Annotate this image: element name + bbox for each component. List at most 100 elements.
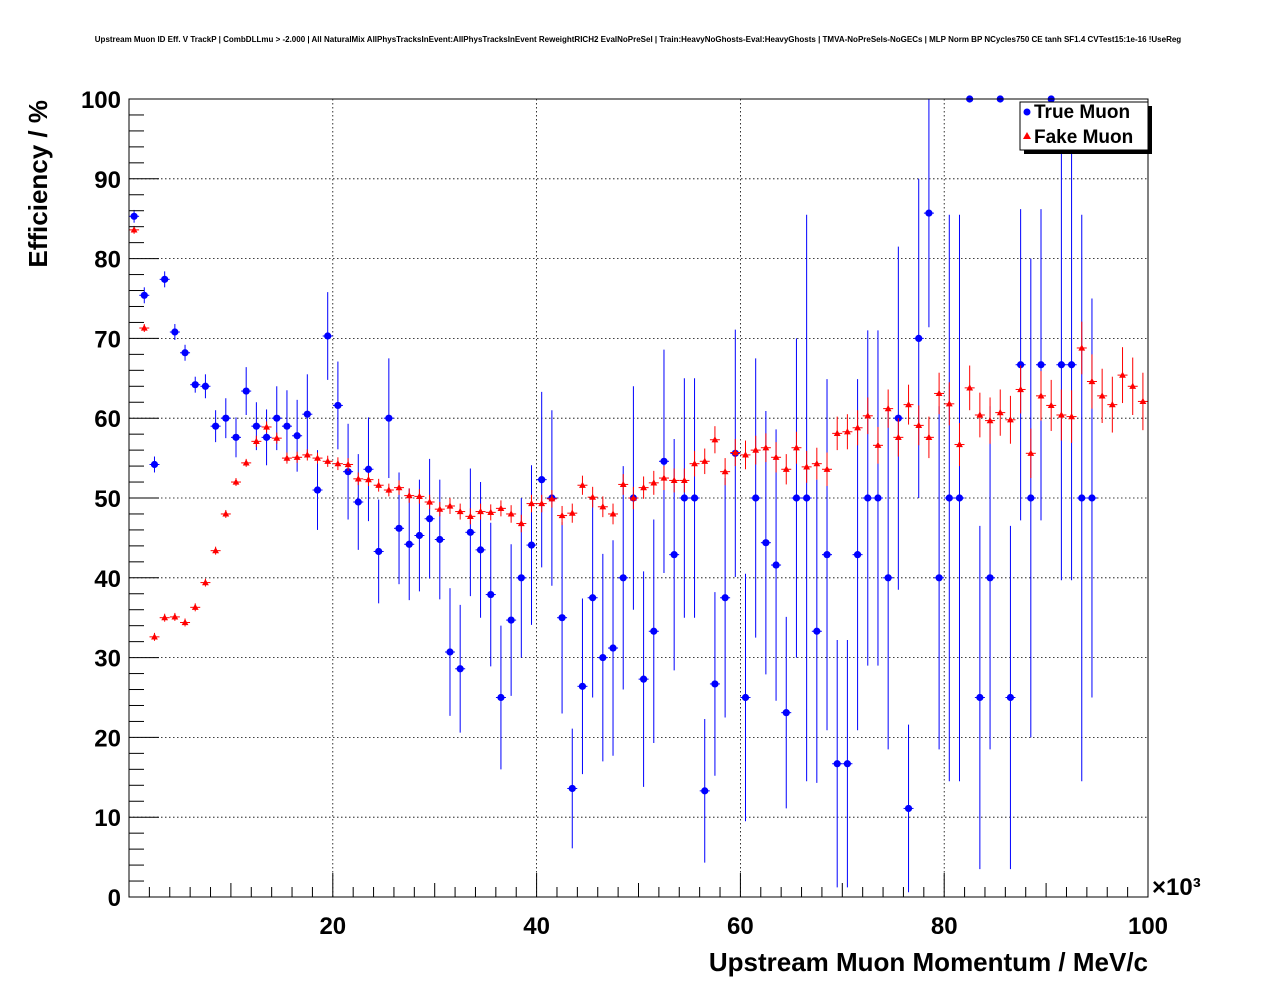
true-muon-point-87 [1017, 361, 1025, 369]
fake-muon-point-62 [762, 444, 770, 451]
true-muon-point-43 [568, 784, 576, 793]
fake-muon-point-63 [772, 453, 780, 460]
fake-muon-point-94 [1088, 377, 1096, 385]
true-muon-point-34 [476, 546, 485, 554]
fake-muon-point-57 [711, 436, 719, 443]
fake-muon-point-11 [242, 459, 250, 466]
true-muon-point-8 [212, 422, 220, 430]
fake-muon-point-7 [202, 578, 209, 586]
true-muon-point-50 [639, 675, 648, 683]
fake-muon-point-22 [354, 475, 362, 482]
y-tick-label-0: 0 [108, 885, 121, 912]
true-muon-point-12 [252, 422, 260, 430]
fake-muon-point-93 [1078, 344, 1086, 351]
fake-muon-point-44 [579, 481, 586, 488]
fake-muon-point-97 [1119, 371, 1126, 378]
true-muon-point-45 [589, 594, 597, 602]
true-muon-point-28 [415, 531, 424, 540]
fake-muon-point-68 [823, 465, 831, 472]
fake-muon-point-67 [813, 460, 821, 467]
fake-muon-point-86 [1007, 416, 1014, 423]
true-muon-point-16 [293, 432, 301, 440]
true-muon-point-22 [354, 498, 362, 506]
true-muon-point-88 [1027, 494, 1035, 502]
true-muon-point-74 [884, 574, 892, 582]
fake-muon-point-27 [405, 492, 413, 499]
true-muon-point-25 [385, 414, 393, 422]
y-tick-label-2: 20 [94, 725, 121, 752]
fake-muon-point-35 [487, 508, 495, 515]
fake-muon-point-33 [466, 512, 474, 519]
true-muon-point-7 [201, 382, 210, 390]
true-muon-point-33 [466, 528, 474, 536]
true-muon-point-14 [273, 414, 281, 422]
true-muon-point-46 [599, 654, 607, 662]
true-muon-point-48 [619, 574, 627, 582]
fake-muon-point-65 [793, 444, 800, 451]
legend-marker-fake-muon [1023, 132, 1031, 139]
fake-muon-point-38 [517, 519, 525, 527]
fake-muon-point-90 [1047, 401, 1055, 409]
fake-muon-point-51 [650, 479, 658, 486]
fake-muon-point-66 [803, 463, 811, 470]
true-muon-point-9 [222, 414, 230, 422]
chart-title: Upstream Muon ID Eff. V TrackP | CombDLL… [95, 35, 1182, 44]
fake-muon-point-77 [915, 421, 923, 428]
fake-muon-point-60 [742, 451, 749, 458]
true-muon-point-30 [436, 535, 444, 544]
fake-muon-point-14 [273, 434, 281, 441]
fake-muon-point-49 [630, 494, 637, 501]
fake-muon-point-26 [395, 484, 403, 491]
fake-muon-point-75 [894, 433, 902, 440]
grid [129, 99, 1148, 897]
fake-muon-point-58 [721, 468, 729, 475]
fake-muon-point-99 [1139, 397, 1147, 405]
fake-muon-point-21 [344, 460, 352, 468]
fake-muon-point-50 [640, 484, 647, 491]
true-muon-point-19 [324, 332, 332, 340]
true-muon-point-24 [375, 547, 383, 556]
true-muon-point-10 [232, 433, 240, 441]
axes: 20 40 60 80 100 0 10 20 30 40 50 60 70 80 90 100 [81, 87, 1168, 940]
true-muon-point-36 [497, 693, 505, 702]
true-muon-point-79 [935, 574, 943, 582]
fake-muon-point-34 [477, 507, 484, 515]
fake-muon-point-8 [212, 547, 220, 554]
x-tick-label-2: 60 [727, 913, 754, 940]
x-tick-label-1: 40 [523, 913, 550, 940]
fake-muon-point-74 [884, 405, 892, 412]
fake-muon-point-31 [446, 502, 454, 509]
true-muon-point-57 [711, 680, 719, 688]
true-muon-point-17 [303, 410, 311, 418]
fake-muon-point-1 [140, 324, 148, 331]
true-muon-point-29 [426, 515, 434, 523]
fake-muon-point-87 [1017, 385, 1025, 393]
true-muon-point-89 [1037, 361, 1045, 369]
true-muon-point-72 [864, 494, 872, 502]
true-muon-point-55 [690, 494, 699, 502]
true-muon-point-23 [364, 465, 373, 473]
true-muon-point-61 [752, 494, 760, 502]
true-muon-point-38 [517, 574, 525, 582]
fake-muon-point-61 [752, 446, 760, 453]
fake-muon-point-16 [293, 453, 301, 460]
fake-muon-point-30 [436, 505, 444, 512]
x-tick-label-3: 80 [931, 913, 958, 940]
y-tick-label-10: 100 [81, 87, 121, 114]
fake-muon-point-96 [1108, 401, 1116, 408]
fake-muon-point-64 [782, 465, 790, 472]
true-muon-point-21 [344, 468, 352, 476]
true-muon-point-65 [792, 494, 801, 502]
true-muon-point-51 [650, 627, 658, 635]
true-muon-point-94 [1088, 494, 1096, 502]
true-muon-point-11 [242, 387, 250, 395]
fake-muon-point-45 [589, 493, 597, 500]
fake-muon-point-37 [507, 510, 515, 517]
fake-muon-point-17 [303, 451, 311, 458]
true-muon-point-77 [915, 334, 923, 342]
true-muon-point-66 [803, 494, 811, 502]
x-tick-label-4: 100 [1128, 913, 1168, 940]
fake-muon-point-13 [263, 423, 270, 430]
fake-muon-point-41 [548, 495, 556, 502]
